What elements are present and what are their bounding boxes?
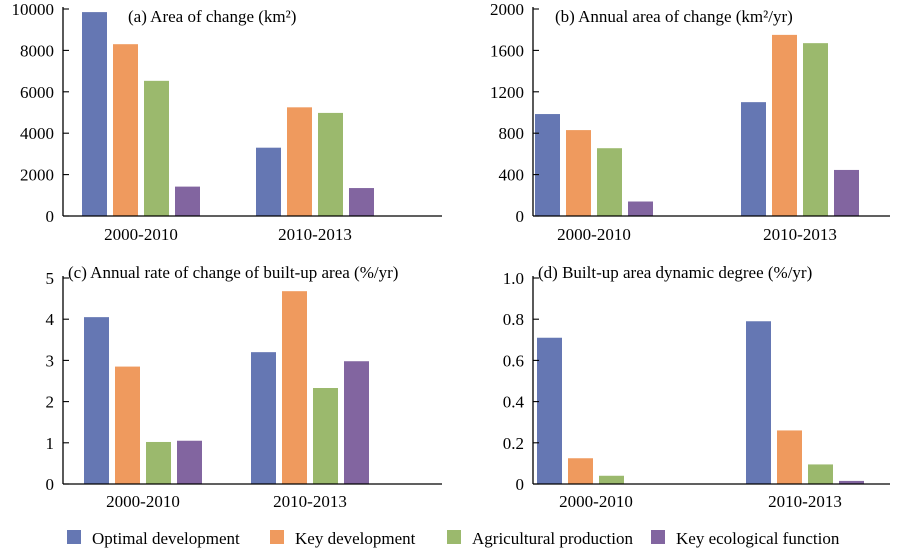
legend-label: Agricultural production — [472, 529, 633, 548]
y-tick-label: 0 — [516, 207, 525, 226]
bar-agricultural-production-2000-2010 — [144, 80, 169, 216]
legend-swatch-optimal-development — [67, 530, 81, 544]
bar-optimal-development-2000-2010 — [535, 114, 560, 216]
bar-key-ecological-function-2000-2010 — [175, 186, 200, 216]
y-tick-label: 0 — [516, 475, 525, 494]
y-tick-label: 0.2 — [503, 434, 524, 453]
y-tick-label: 1.0 — [503, 269, 524, 288]
bar-optimal-development-2010-2013 — [741, 102, 766, 216]
y-tick-label: 0.6 — [503, 351, 524, 370]
category-label: 2000-2010 — [559, 492, 633, 511]
bar-optimal-development-2000-2010 — [82, 12, 107, 217]
chart-panels: 2000-2010 2010-20130200040006000800010000… — [12, 0, 890, 511]
chart-panel-2: 2000-2010 2010-2013 0 400 800 1200 1600 2000 (b)… — [490, 0, 890, 244]
bar-key-development-2010-2013 — [777, 430, 802, 484]
y-tick-label: 0 — [46, 475, 55, 494]
y-tick-label: 0.8 — [503, 310, 524, 329]
y-tick-label: 4 — [46, 310, 55, 329]
bar-agricultural-production-2000-2010 — [597, 148, 622, 216]
y-tick-label: 2000 — [20, 166, 54, 185]
bar-key-ecological-function-2010-2013 — [834, 169, 859, 216]
bar-optimal-development-2010-2013 — [746, 321, 771, 484]
bar-key-development-2000-2010 — [115, 366, 140, 484]
bar-optimal-development-2000-2010 — [537, 337, 562, 484]
chart-panel-1: 2000-2010 2010-2013 0 2000 4000 6000 8000 10000… — [12, 0, 442, 244]
y-tick-label: 0.4 — [503, 393, 525, 412]
y-tick-label: 4000 — [20, 124, 54, 143]
bar-key-development-2010-2013 — [772, 34, 797, 216]
y-tick-label: 1600 — [490, 41, 524, 60]
category-label: 2000-2010 — [104, 225, 178, 244]
legend-label: Key ecological function — [676, 529, 840, 548]
bar-key-development-2000-2010 — [566, 130, 591, 216]
y-tick-label: 2000 — [490, 0, 524, 19]
bar-agricultural-production-2000-2010 — [599, 475, 624, 484]
legend-swatch-key-ecological-function — [651, 530, 665, 544]
legend: Optimal development Key development Agricu… — [67, 529, 840, 548]
bar-agricultural-production-2010-2013 — [803, 43, 828, 216]
panel-title: (a) Area of change (km²) — [128, 7, 296, 26]
y-tick-label: 6000 — [20, 83, 54, 102]
category-label: 2000-2010 — [106, 492, 180, 511]
legend-label: Key development — [295, 529, 416, 548]
bar-key-ecological-function-2010-2013 — [839, 480, 864, 484]
category-label: 2000-2010 — [557, 225, 631, 244]
y-tick-label: 1200 — [490, 83, 524, 102]
bar-key-ecological-function-2000-2010 — [628, 201, 653, 216]
bar-agricultural-production-2000-2010 — [146, 441, 171, 484]
category-label: 2010-2013 — [768, 492, 842, 511]
bar-key-ecological-function-2000-2010 — [177, 440, 202, 484]
y-tick-label: 8000 — [20, 41, 54, 60]
bar-optimal-development-2010-2013 — [251, 352, 276, 484]
y-tick-label: 0 — [46, 207, 55, 226]
category-label: 2010-2013 — [273, 492, 347, 511]
chart-panel-4: 2000-2010 2010-2013 0 0.2 0.4 0.6 0.8 1.0 (d) Bu… — [503, 263, 890, 511]
y-tick-label: 1 — [46, 434, 55, 453]
bar-agricultural-production-2010-2013 — [808, 464, 833, 484]
bar-key-ecological-function-2010-2013 — [344, 361, 369, 484]
y-tick-label: 5 — [46, 269, 55, 288]
panel-title: (b) Annual area of change (km²/yr) — [555, 7, 793, 26]
bar-key-development-2000-2010 — [113, 44, 138, 216]
y-tick-label: 800 — [499, 124, 525, 143]
bar-optimal-development-2000-2010 — [84, 317, 109, 484]
y-tick-label: 10000 — [12, 0, 55, 19]
y-tick-label: 2 — [46, 393, 55, 412]
bar-key-development-2010-2013 — [287, 107, 312, 216]
legend-label: Optimal development — [92, 529, 240, 548]
legend-swatch-agricultural-production — [447, 530, 461, 544]
panel-title: (d) Built-up area dynamic degree (%/yr) — [538, 263, 812, 282]
category-label: 2010-2013 — [763, 225, 837, 244]
legend-swatch-key-development — [270, 530, 284, 544]
y-tick-label: 400 — [499, 166, 525, 185]
panel-title: (c) Annual rate of change of built-up ar… — [68, 263, 398, 282]
bar-key-development-2000-2010 — [568, 458, 593, 484]
bar-key-development-2010-2013 — [282, 291, 307, 484]
chart-panel-3: 2000-2010 2010-2013 0 1 2 3 4 5 (c) Annual rate … — [46, 263, 442, 511]
y-tick-label: 3 — [46, 351, 55, 370]
bar-agricultural-production-2010-2013 — [318, 112, 343, 216]
bar-key-ecological-function-2010-2013 — [349, 188, 374, 216]
category-label: 2010-2013 — [278, 225, 352, 244]
bar-optimal-development-2010-2013 — [256, 147, 281, 216]
bar-agricultural-production-2010-2013 — [313, 388, 338, 484]
